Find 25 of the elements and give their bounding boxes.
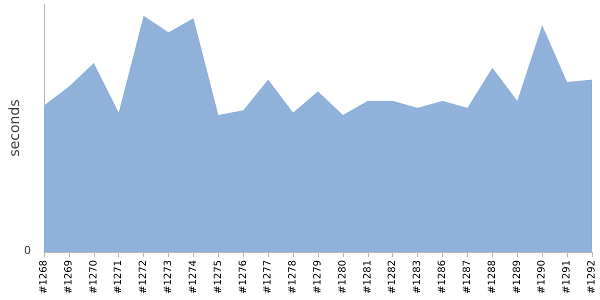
x-tick-label: #1280: [337, 260, 348, 294]
x-tick-label: #1288: [486, 260, 498, 294]
x-tick-label: #1272: [138, 260, 150, 294]
x-tick-label: #1290: [536, 260, 548, 294]
x-tick-label: #1282: [387, 260, 398, 294]
x-tick-label: #1292: [586, 260, 598, 294]
x-tick-label: #1268: [38, 260, 50, 294]
x-tick-label: #1276: [238, 260, 249, 294]
x-tick-label: #1291: [562, 260, 573, 294]
x-tick-label: #1271: [113, 260, 124, 294]
x-tick-label: #1287: [462, 260, 473, 294]
x-tick-label: #1283: [412, 260, 424, 294]
text: 0: [24, 244, 31, 257]
x-tick-label: #1273: [163, 260, 174, 294]
x-tick-label: #1275: [212, 260, 224, 294]
x-tick-label: #1279: [312, 260, 324, 294]
x-tick-label: #1286: [437, 260, 448, 294]
y-axis-title: seconds: [7, 99, 23, 157]
x-tick-label: #1269: [63, 260, 74, 294]
x-tick-label: #1278: [288, 260, 299, 294]
x-tick-label: #1281: [362, 260, 374, 294]
x-tick-label: #1270: [88, 260, 100, 294]
x-tick-label: #1274: [188, 260, 199, 294]
x-tick-label: #1289: [512, 260, 523, 294]
x-tick-label: #1277: [262, 260, 274, 294]
